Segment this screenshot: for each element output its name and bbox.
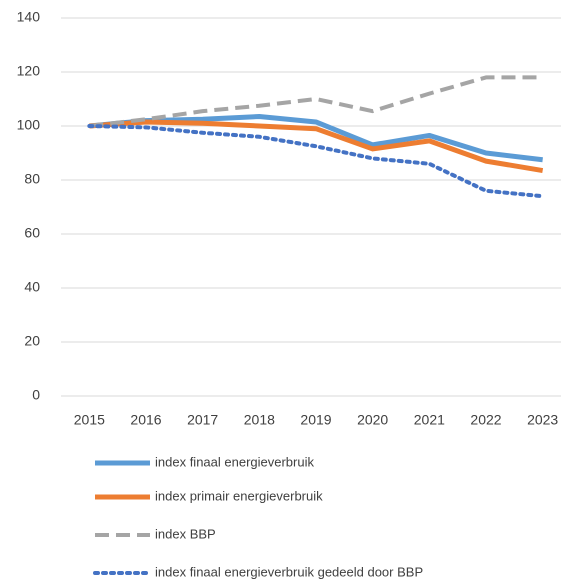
y-tick-label: 140: [17, 9, 41, 25]
series-line: [89, 75, 543, 128]
x-tick-label: 2017: [187, 412, 218, 428]
x-tick-label: 2016: [130, 412, 161, 428]
legend-label: index finaal energieverbruik: [155, 454, 314, 469]
series-line: [87, 124, 545, 199]
y-tick-label: 20: [24, 333, 40, 349]
y-tick-label: 80: [24, 171, 40, 187]
legend-label: index BBP: [155, 526, 216, 541]
x-tick-label: 2015: [74, 412, 105, 428]
x-tick-label: 2018: [244, 412, 275, 428]
y-tick-label: 0: [32, 387, 40, 403]
x-tick-label: 2023: [527, 412, 558, 428]
series-line: [89, 119, 544, 174]
y-tick-label: 120: [17, 63, 41, 79]
x-tick-label: 2020: [357, 412, 388, 428]
y-tick-label: 60: [24, 225, 40, 241]
legend-label: index finaal energieverbruik gedeeld doo…: [155, 564, 423, 579]
legend-label: index primair energieverbruik: [155, 488, 323, 503]
y-tick-label: 40: [24, 279, 40, 295]
y-tick-label: 100: [17, 117, 41, 133]
x-tick-label: 2022: [470, 412, 501, 428]
x-tick-label: 2021: [414, 412, 445, 428]
x-tick-label: 2019: [300, 412, 331, 428]
